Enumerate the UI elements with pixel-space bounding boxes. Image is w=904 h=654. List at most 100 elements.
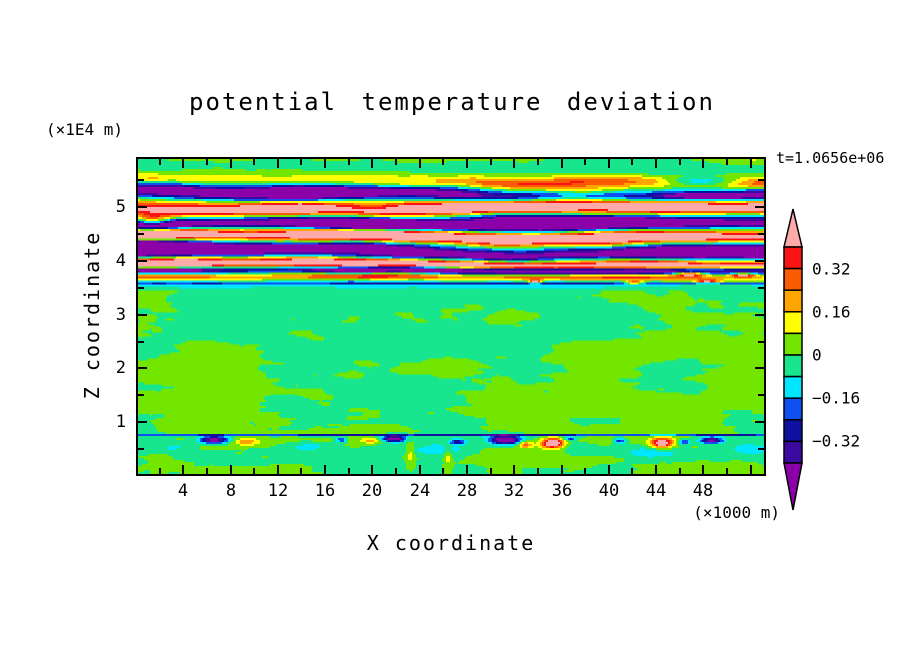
x-minor-tick [726, 468, 728, 474]
x-tick-label: 28 [456, 481, 478, 501]
z-minor-tick-right [758, 179, 764, 181]
x-minor-tick [631, 468, 633, 474]
x-tick-label: 20 [361, 481, 383, 501]
x-axis-label: X coordinate [366, 531, 536, 555]
x-minor-tick [442, 468, 444, 474]
plot-area [136, 157, 766, 476]
x-tick-label: 48 [692, 481, 714, 501]
z-major-tick-right [755, 206, 764, 208]
x-minor-tick-top [253, 159, 255, 165]
z-major-tick-right [755, 421, 764, 423]
x-minor-tick [395, 468, 397, 474]
x-major-tick [702, 465, 704, 474]
z-major-tick [138, 367, 147, 369]
x-major-tick-top [608, 159, 610, 168]
x-major-tick [608, 465, 610, 474]
x-minor-tick-top [490, 159, 492, 165]
x-major-tick-top [655, 159, 657, 168]
x-major-tick [750, 465, 752, 474]
z-tick-label: 5 [115, 197, 126, 217]
x-tick-label: 8 [225, 481, 237, 501]
colorbar-band [783, 397, 803, 421]
z-minor-tick [138, 341, 144, 343]
x-minor-tick [253, 468, 255, 474]
colorbar-arrow-low [783, 462, 803, 511]
contour-field-canvas [138, 159, 764, 474]
colorbar-band [783, 289, 803, 313]
colorbar-band [783, 419, 803, 443]
x-minor-tick [490, 468, 492, 474]
z-minor-tick-right [758, 341, 764, 343]
x-tick-label: 36 [551, 481, 573, 501]
x-minor-tick-top [395, 159, 397, 165]
colorbar-arrow-high [783, 208, 803, 248]
z-tick-label: 1 [115, 412, 126, 432]
colorbar-band [783, 246, 803, 270]
z-axis-unit: (×1E4 m) [46, 120, 124, 139]
z-major-tick-right [755, 260, 764, 262]
time-stamp: t=1.0656e+06 [776, 149, 885, 167]
colorbar [782, 208, 804, 511]
z-minor-tick-right [758, 448, 764, 450]
z-minor-tick [138, 287, 144, 289]
x-major-tick [513, 465, 515, 474]
x-major-tick [277, 465, 279, 474]
z-minor-tick [138, 233, 144, 235]
x-major-tick-top [324, 159, 326, 168]
z-tick-label: 4 [115, 251, 126, 271]
colorbar-tick-label: 0 [812, 345, 822, 365]
x-minor-tick-top [679, 159, 681, 165]
z-minor-tick-right [758, 394, 764, 396]
x-major-tick [466, 465, 468, 474]
x-major-tick-top [466, 159, 468, 168]
colorbar-tick-label: −0.16 [812, 388, 861, 408]
x-minor-tick [348, 468, 350, 474]
x-tick-label: 16 [314, 481, 336, 501]
x-major-tick-top [182, 159, 184, 168]
chart-title: potential temperature deviation [189, 88, 715, 116]
x-tick-label: 12 [267, 481, 289, 501]
z-minor-tick-right [758, 233, 764, 235]
z-major-tick-right [755, 314, 764, 316]
z-minor-tick [138, 394, 144, 396]
x-minor-tick-top [206, 159, 208, 165]
x-major-tick [230, 465, 232, 474]
x-minor-tick-top [631, 159, 633, 165]
x-minor-tick [159, 468, 161, 474]
x-major-tick [419, 465, 421, 474]
x-major-tick-top [230, 159, 232, 168]
colorbar-band [783, 332, 803, 356]
colorbar-tick-label: 0.32 [812, 259, 851, 279]
colorbar-band [783, 440, 803, 464]
x-major-tick [182, 465, 184, 474]
x-minor-tick-top [300, 159, 302, 165]
x-tick-label: 40 [598, 481, 620, 501]
x-minor-tick-top [726, 159, 728, 165]
x-major-tick [371, 465, 373, 474]
x-axis-unit: (×1000 m) [693, 503, 780, 522]
x-minor-tick [300, 468, 302, 474]
x-major-tick-top [371, 159, 373, 168]
colorbar-tick-label: −0.32 [812, 431, 861, 451]
z-major-tick [138, 314, 147, 316]
colorbar-band [783, 354, 803, 378]
z-tick-label: 2 [115, 358, 126, 378]
x-major-tick-top [750, 159, 752, 168]
x-tick-label: 44 [645, 481, 667, 501]
x-major-tick [655, 465, 657, 474]
x-major-tick-top [561, 159, 563, 168]
colorbar-band [783, 375, 803, 399]
x-major-tick-top [277, 159, 279, 168]
x-minor-tick [537, 468, 539, 474]
x-tick-label: 4 [177, 481, 189, 501]
colorbar-tick-label: 0.16 [812, 302, 851, 322]
x-minor-tick-top [348, 159, 350, 165]
x-minor-tick-top [159, 159, 161, 165]
z-major-tick [138, 260, 147, 262]
x-major-tick-top [419, 159, 421, 168]
z-major-tick [138, 206, 147, 208]
x-minor-tick [206, 468, 208, 474]
x-major-tick-top [513, 159, 515, 168]
x-minor-tick [679, 468, 681, 474]
